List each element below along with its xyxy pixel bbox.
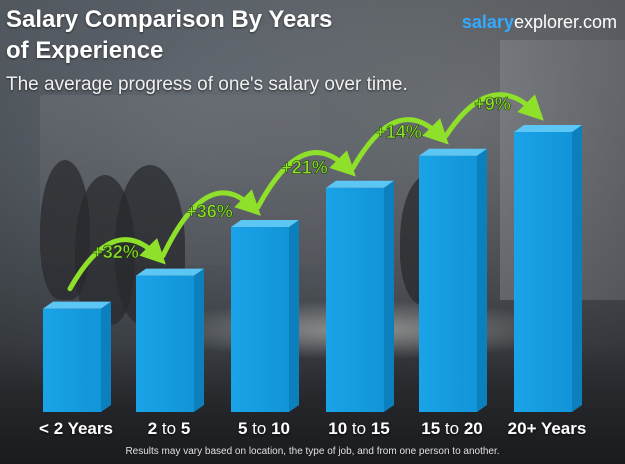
growth-label-5: +9% [474,94,511,114]
growth-arrow-2 [160,189,261,259]
bar-side-4 [384,180,394,412]
growth-arrow-3 [255,150,356,210]
chart-title-line-1: Salary Comparison By Years [6,6,333,33]
bar-4 [326,187,384,412]
growth-label-4: +14% [375,122,422,142]
bar-top-2 [136,268,204,276]
chart-subtitle: The average progress of one's salary ove… [6,74,408,95]
footnote: Results may vary based on location, the … [125,446,500,457]
bar-side-5 [477,148,487,412]
chart-title-line-2: of Experience [6,37,164,64]
growth-label-2: +36% [186,201,233,221]
bar-5 [419,155,477,412]
brand-part-1: salary [461,12,514,32]
x-tick-label-5: 15 to 20 [421,419,483,438]
x-tick-label-3: 5 to 10 [237,419,290,438]
bar-3 [231,227,289,412]
growth-arrow-5 [443,92,544,139]
bar-side-3 [289,220,299,412]
bar-2 [136,275,194,412]
bar-side-1 [101,301,111,412]
brand-part-2: explorer.com [513,12,617,32]
bar-top-3 [231,220,299,228]
growth-label-3: +21% [281,157,328,177]
bar-6 [514,132,572,412]
bar-top-5 [419,148,487,156]
growth-arrow-4 [350,117,449,171]
bar-top-6 [514,125,582,132]
x-tick-label-1: < 2 Years [39,419,113,438]
growth-label-1: +32% [92,242,139,262]
bar-top-4 [326,180,394,188]
x-tick-label-6: 20+ Years [507,419,587,438]
bar-side-2 [194,268,204,412]
brand-logo: salaryexplorer.com [462,12,617,33]
bar-1 [43,308,101,412]
bar-top-1 [43,301,111,309]
chart-title: Salary Comparison By Years of Experience [6,4,426,66]
x-tick-label-4: 10 to 15 [328,419,390,438]
growth-arrow-1 [67,237,166,292]
bar-side-6 [572,125,582,412]
x-tick-label-2: 2 to 5 [147,419,191,438]
